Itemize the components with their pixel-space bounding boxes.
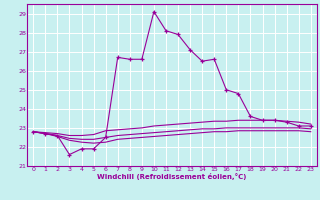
X-axis label: Windchill (Refroidissement éolien,°C): Windchill (Refroidissement éolien,°C): [97, 173, 247, 180]
